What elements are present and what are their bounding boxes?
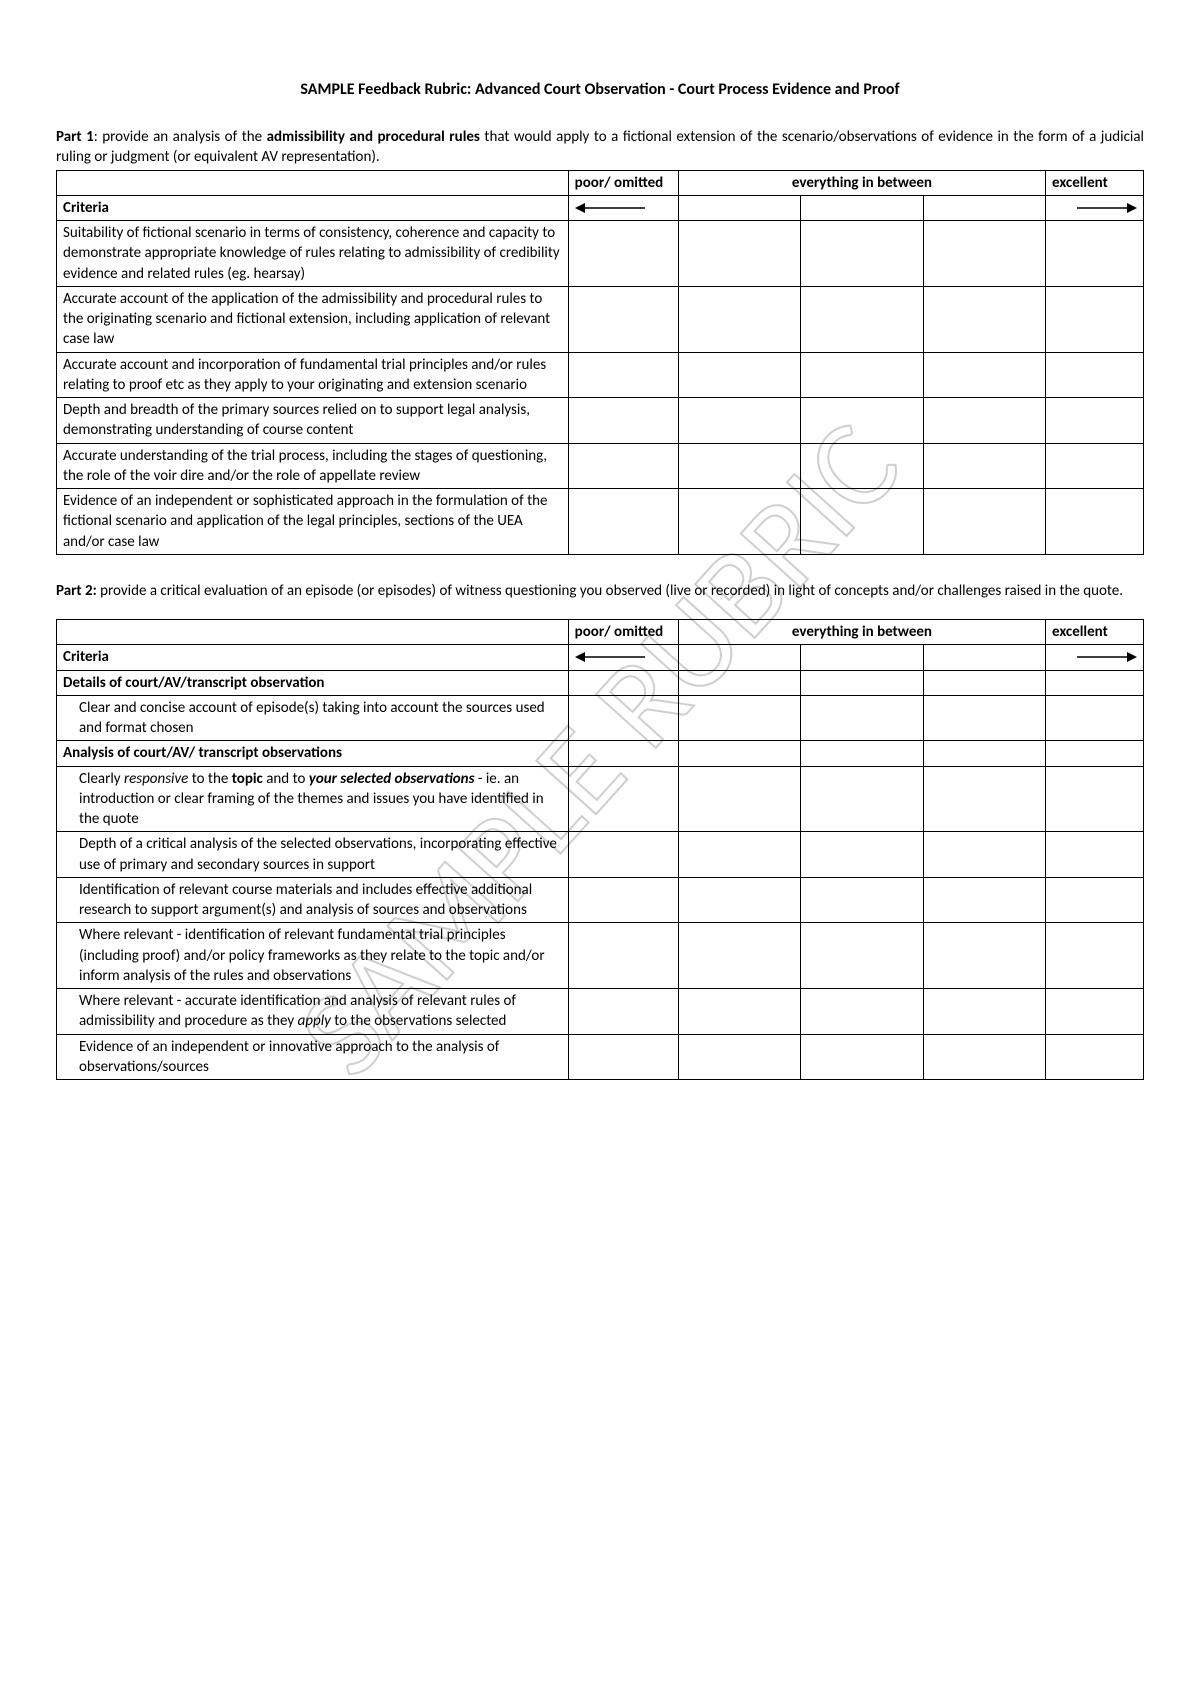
blank-header [57, 170, 569, 195]
between-header: everything in between [678, 170, 1045, 195]
txt: to the [188, 770, 231, 788]
part2-intro: Part 2: provide a critical evaluation of… [56, 581, 1144, 601]
excellent-header: excellent [1046, 170, 1144, 195]
arrow-left-cell [568, 645, 678, 670]
blank-header [57, 620, 569, 645]
page-title: SAMPLE Feedback Rubric: Advanced Court O… [56, 80, 1144, 99]
table-header-row: poor/ omitted everything in between exce… [57, 170, 1144, 195]
criterion: Clearly responsive to the topic and to y… [57, 766, 569, 832]
table-header-row: poor/ omitted everything in between exce… [57, 620, 1144, 645]
criterion: Evidence of an independent or sophistica… [57, 489, 569, 555]
arrow-left-icon [575, 202, 645, 214]
arrow-right-icon [1077, 202, 1137, 214]
criterion: Clear and concise account of episode(s) … [57, 695, 569, 741]
part2-table: poor/ omitted everything in between exce… [56, 619, 1144, 1080]
criterion: Depth of a critical analysis of the sele… [57, 832, 569, 878]
criterion: Depth and breadth of the primary sources… [57, 398, 569, 444]
criterion: Where relevant - identification of relev… [57, 923, 569, 989]
criterion: Suitability of fictional scenario in ter… [57, 221, 569, 287]
section2-head: Analysis of court/AV/ transcript observa… [57, 741, 569, 766]
txt: responsive [124, 770, 188, 788]
part1-table: poor/ omitted everything in between exce… [56, 170, 1144, 555]
table-row: Where relevant - identification of relev… [57, 923, 1144, 989]
criterion: Accurate account of the application of t… [57, 286, 569, 352]
criterion: Accurate understanding of the trial proc… [57, 443, 569, 489]
blank [678, 645, 800, 670]
arrow-right-cell [1046, 195, 1144, 220]
txt: Clearly [79, 770, 124, 788]
criterion: Evidence of an independent or innovative… [57, 1034, 569, 1080]
section1-head: Details of court/AV/transcript observati… [57, 670, 569, 695]
section1-head-row: Details of court/AV/transcript observati… [57, 670, 1144, 695]
part2-text: provide a critical evaluation of an epis… [97, 582, 1123, 600]
txt: topic [232, 770, 263, 788]
part1-key: admissibility and procedural rules [267, 128, 480, 146]
poor-header: poor/ omitted [568, 170, 678, 195]
between-header: everything in between [678, 620, 1045, 645]
criterion: Identification of relevant course materi… [57, 877, 569, 923]
txt: and to [263, 770, 309, 788]
section2-head-row: Analysis of court/AV/ transcript observa… [57, 741, 1144, 766]
part1-lead: Part 1 [56, 128, 94, 146]
arrow-left-icon [575, 651, 645, 663]
criterion: Accurate account and incorporation of fu… [57, 352, 569, 398]
blank [801, 195, 923, 220]
excellent-header: excellent [1046, 620, 1144, 645]
txt: to the observations selected [331, 1012, 507, 1030]
table-row: Evidence of an independent or sophistica… [57, 489, 1144, 555]
criteria-arrow-row: Criteria [57, 195, 1144, 220]
table-row: Suitability of fictional scenario in ter… [57, 221, 1144, 287]
blank [801, 645, 923, 670]
criterion: Where relevant - accurate identification… [57, 989, 569, 1035]
part1-intro: Part 1: provide an analysis of the admis… [56, 127, 1144, 168]
table-row: Identification of relevant course materi… [57, 877, 1144, 923]
part2-lead: Part 2: [56, 582, 97, 600]
table-row: Clearly responsive to the topic and to y… [57, 766, 1144, 832]
table-row: Where relevant - accurate identification… [57, 989, 1144, 1035]
criteria-arrow-row: Criteria [57, 645, 1144, 670]
criteria-label: Criteria [57, 645, 569, 670]
arrow-right-cell [1046, 645, 1144, 670]
blank [678, 195, 800, 220]
table-row: Accurate understanding of the trial proc… [57, 443, 1144, 489]
table-row: Evidence of an independent or innovative… [57, 1034, 1144, 1080]
table-row: Depth and breadth of the primary sources… [57, 398, 1144, 444]
table-row: Accurate account and incorporation of fu… [57, 352, 1144, 398]
txt: your selected observations [309, 770, 475, 788]
blank [923, 195, 1045, 220]
table-row: Clear and concise account of episode(s) … [57, 695, 1144, 741]
part1-text-a: : provide an analysis of the [94, 128, 267, 146]
criteria-label: Criteria [57, 195, 569, 220]
table-row: Accurate account of the application of t… [57, 286, 1144, 352]
table-row: Depth of a critical analysis of the sele… [57, 832, 1144, 878]
arrow-left-cell [568, 195, 678, 220]
poor-header: poor/ omitted [568, 620, 678, 645]
txt: apply [298, 1012, 331, 1030]
arrow-right-icon [1077, 651, 1137, 663]
blank [923, 645, 1045, 670]
